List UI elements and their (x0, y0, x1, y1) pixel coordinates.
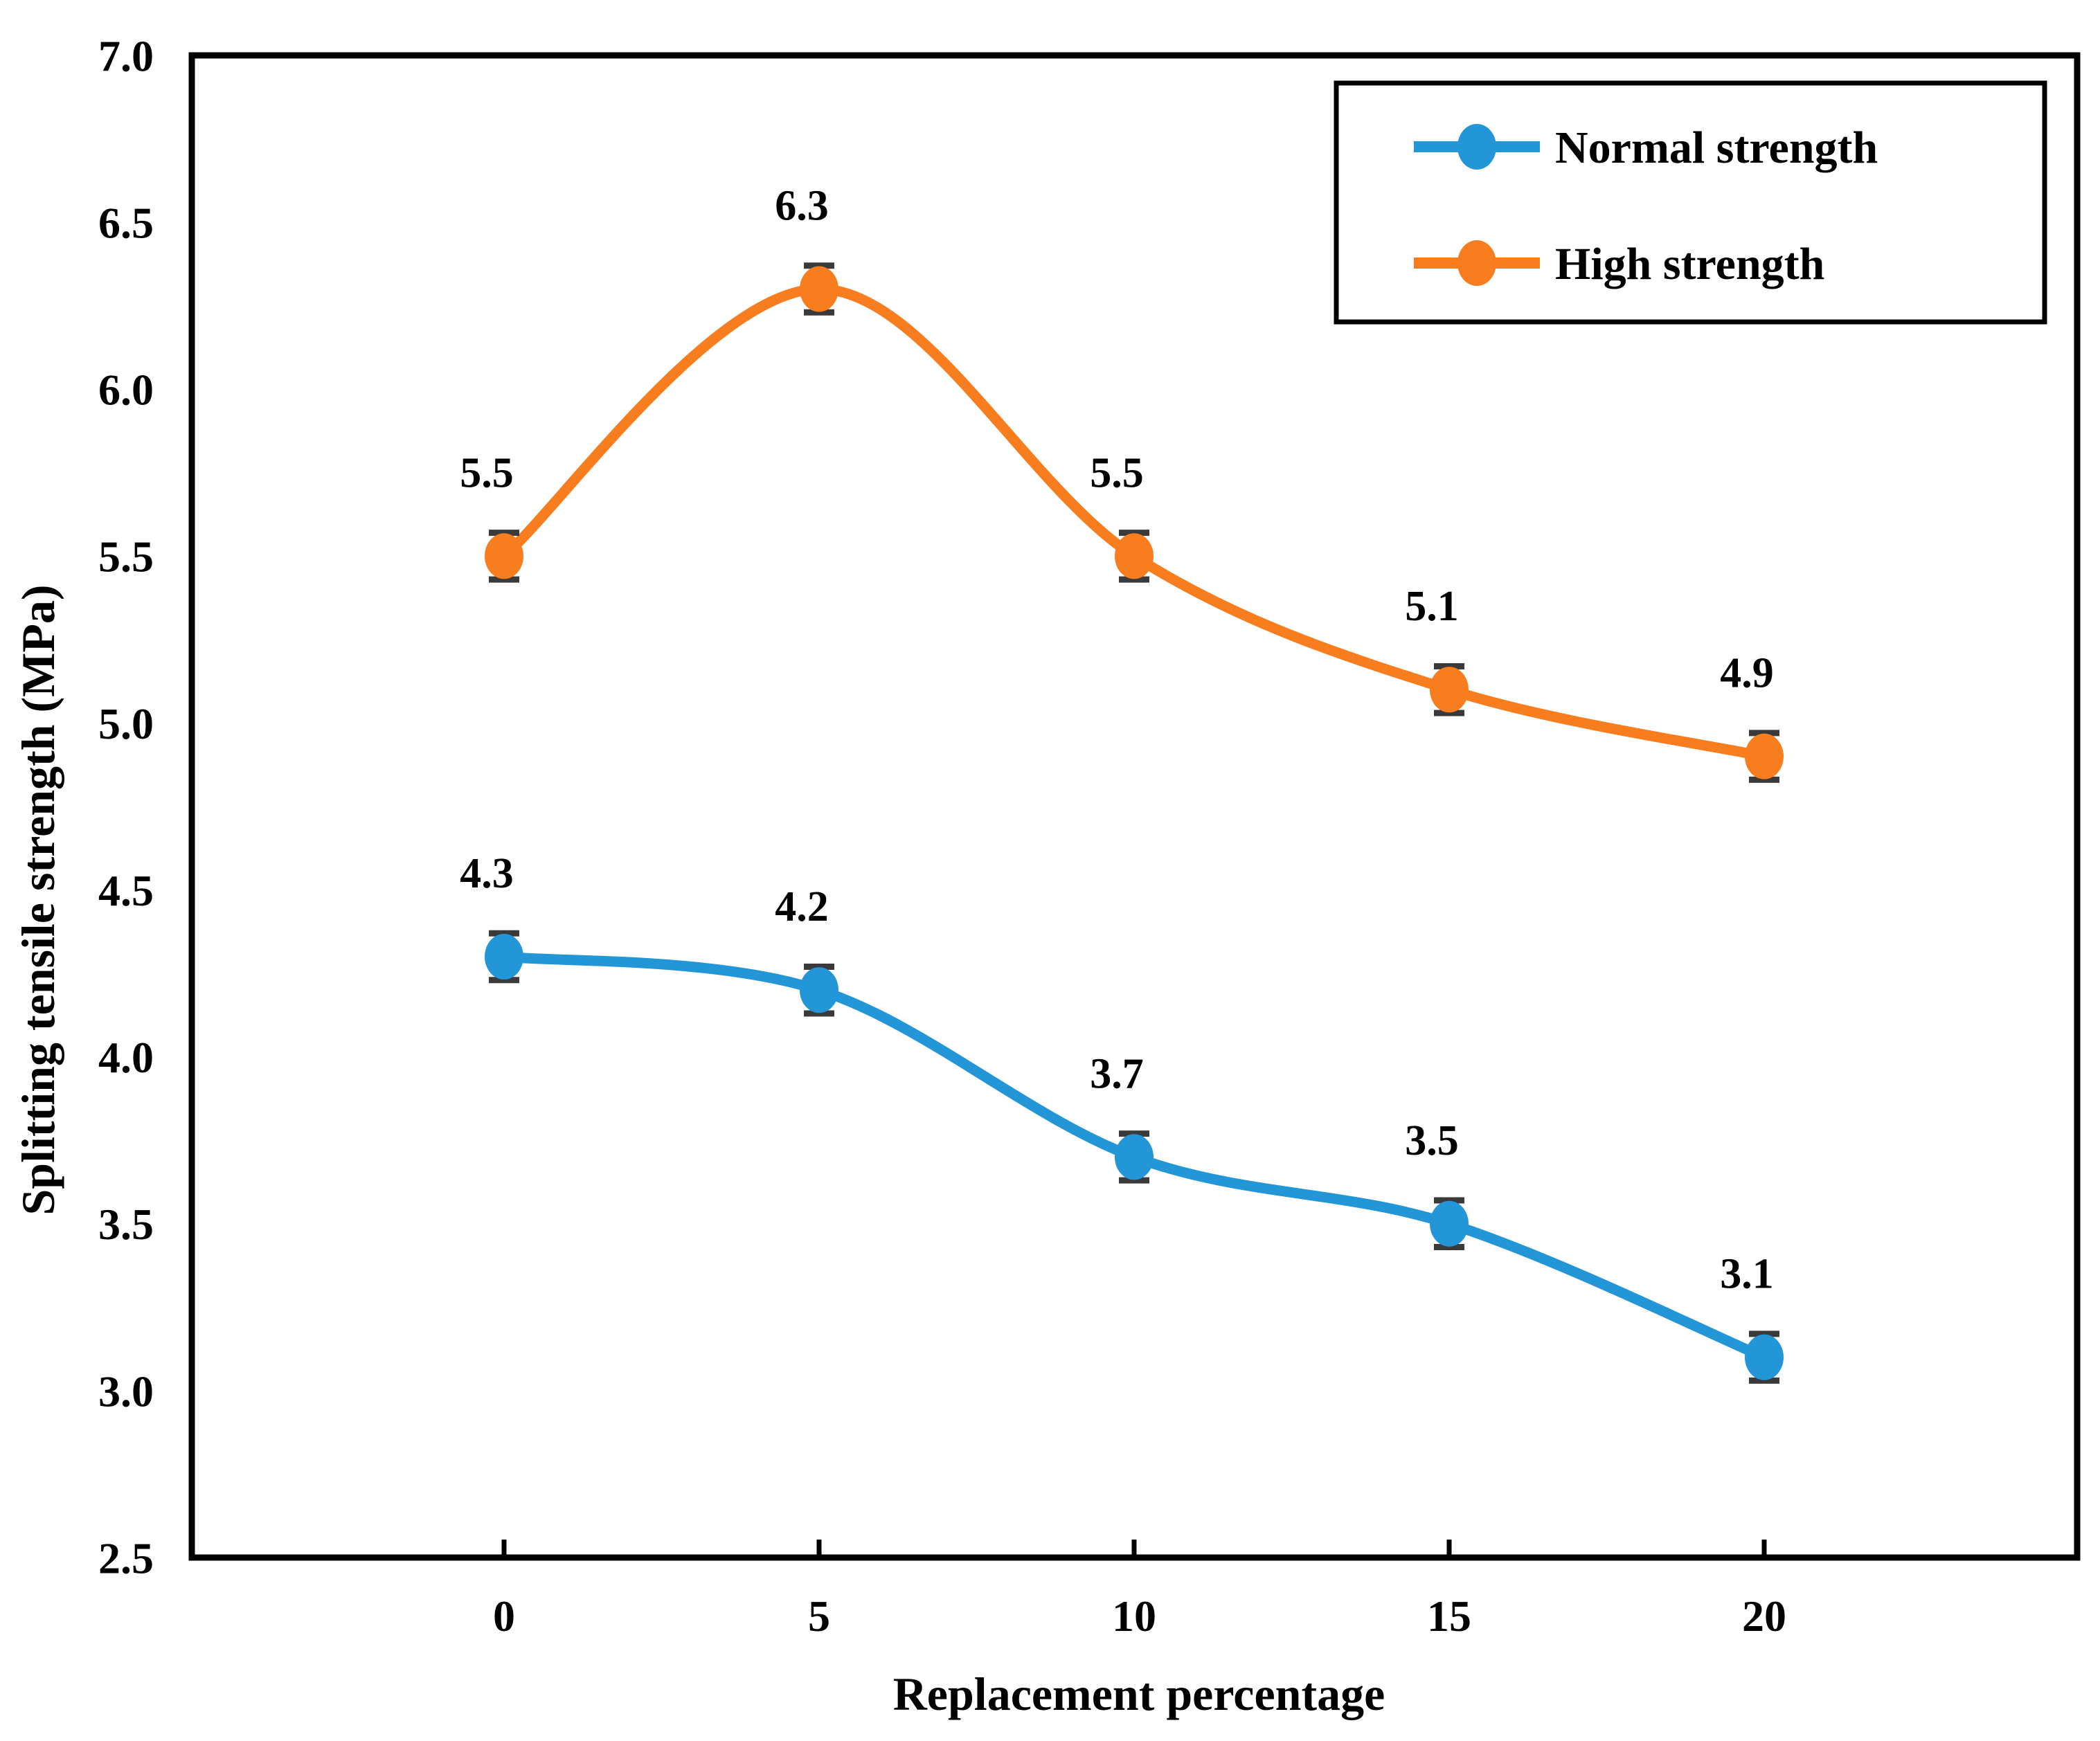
y-tick-label: 2.5 (98, 1533, 154, 1582)
data-point-marker (485, 533, 523, 579)
x-tick-label: 20 (1742, 1591, 1786, 1641)
y-tick-label: 5.0 (98, 699, 154, 748)
legend-label-normal: Normal strength (1555, 123, 1878, 173)
series-layer: 4.3 4.2 3.7 3.5 3.1 5.5 6.3 5.5 5.1 4.9 (460, 183, 1784, 1384)
legend-entry-normal-strength: Normal strength (1414, 123, 1878, 173)
data-point-label: 3.7 (1090, 1050, 1144, 1097)
legend-box (1334, 80, 2047, 325)
x-tick-label: 10 (1112, 1591, 1156, 1641)
x-tick-label: 5 (808, 1591, 830, 1641)
y-tick-label: 3.0 (98, 1366, 154, 1416)
data-point-marker (1745, 1334, 1784, 1380)
y-axis-tick-labels: 2.5 3.0 3.5 4.0 4.5 5.0 5.5 6.0 6.5 7.0 (98, 31, 154, 1582)
plot-area-border (188, 52, 2081, 1561)
series-line-high-strength (499, 284, 1770, 762)
y-tick-label: 6.0 (98, 366, 154, 415)
data-point-label: 4.9 (1720, 650, 1774, 697)
data-point-label: 5.5 (460, 449, 514, 496)
legend-entry-high-strength: High strength (1414, 239, 1824, 289)
y-axis-title: Splitting tensile strength (MPa) (12, 584, 64, 1215)
x-axis-tick-labels: 0 5 10 15 20 (493, 1591, 1786, 1641)
y-tick-label: 7.0 (98, 31, 154, 80)
y-tick-label: 5.5 (98, 532, 154, 581)
data-point-marker (800, 967, 838, 1013)
data-point-marker (1430, 667, 1469, 713)
x-axis-title: Replacement percentage (893, 1668, 1385, 1720)
data-point-label: 4.3 (460, 850, 514, 897)
data-point-marker (1430, 1200, 1469, 1247)
y-tick-label: 6.5 (98, 199, 154, 248)
data-point-marker (800, 266, 838, 312)
series-normal-strength: 4.3 4.2 3.7 3.5 3.1 (460, 850, 1784, 1384)
data-point-label: 4.2 (775, 883, 829, 930)
legend-marker-normal (1457, 124, 1496, 170)
series-high-strength: 5.5 6.3 5.5 5.1 4.9 (460, 183, 1784, 783)
x-tick-label: 15 (1427, 1591, 1471, 1641)
data-point-label: 5.5 (1090, 449, 1144, 496)
data-point-marker (485, 934, 523, 980)
y-tick-label: 4.0 (98, 1033, 154, 1082)
legend: Normal strength High strength (1334, 80, 2047, 325)
data-point-label: 5.1 (1405, 583, 1459, 630)
x-axis-ticks (501, 1540, 1767, 1555)
x-tick-label: 0 (493, 1591, 515, 1641)
y-tick-label: 3.5 (98, 1200, 154, 1249)
legend-label-high: High strength (1555, 239, 1824, 289)
data-point-label: 3.5 (1405, 1117, 1459, 1164)
data-point-label: 3.1 (1720, 1251, 1774, 1298)
data-point-marker (1115, 1134, 1154, 1180)
data-point-marker (1115, 533, 1154, 579)
legend-marker-high (1457, 240, 1496, 286)
data-point-label: 6.3 (775, 183, 829, 230)
y-tick-label: 4.5 (98, 866, 154, 915)
data-point-marker (1745, 733, 1784, 779)
